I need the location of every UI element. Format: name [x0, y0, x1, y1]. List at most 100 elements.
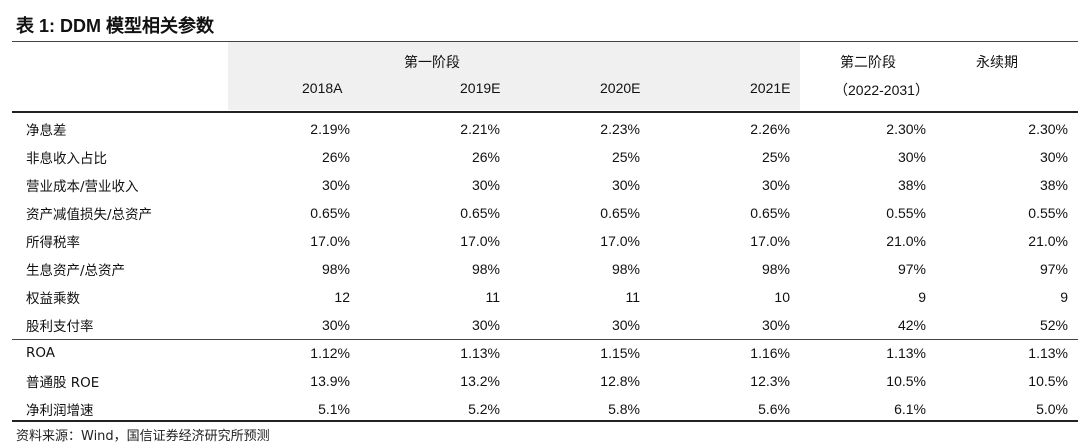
table-cell: 2.19%: [310, 121, 350, 137]
table-cell: 30%: [321, 177, 350, 193]
table-cell: 2.30%: [886, 121, 926, 137]
table-row: 生息资产/总资产 98% 98% 98% 98% 97% 97%: [12, 255, 1078, 283]
table-row: 权益乘数 12 11 11 10 9 9: [12, 283, 1078, 311]
table-cell: 26%: [321, 149, 350, 165]
table-cell: 98%: [611, 261, 640, 277]
year-header-2022-2031: （2022-2031）: [834, 82, 929, 98]
table-cell: 9: [918, 289, 926, 305]
table-cell: 12.3%: [750, 373, 790, 389]
table-cell: 1.12%: [310, 345, 350, 361]
table-cell: 2.26%: [750, 121, 790, 137]
row-label: 所得税率: [26, 235, 80, 251]
table-cell: 0.55%: [1028, 205, 1068, 221]
row-label: 股利支付率: [26, 319, 94, 335]
title-divider: [12, 41, 1078, 42]
table-row: 非息收入占比 26% 26% 25% 25% 30% 30%: [12, 143, 1078, 171]
table-cell: 10.5%: [1028, 373, 1068, 389]
table-cell: 5.6%: [758, 401, 790, 417]
table-cell: 30%: [471, 177, 500, 193]
table-cell: 10.5%: [886, 373, 926, 389]
table-cell: 11: [485, 289, 500, 305]
table-cell: 97%: [897, 261, 926, 277]
table-cell: 2.30%: [1028, 121, 1068, 137]
table-cell: 0.65%: [460, 205, 500, 221]
table-cell: 30%: [611, 177, 640, 193]
table-cell: 10: [774, 289, 790, 305]
table-cell: 2.21%: [460, 121, 500, 137]
table-cell: 1.13%: [886, 345, 926, 361]
year-header-2021e: 2021E: [750, 80, 791, 96]
table-cell: 38%: [897, 177, 926, 193]
table-cell: 5.1%: [318, 401, 350, 417]
table-cell: 12: [334, 289, 350, 305]
table-row: 所得税率 17.0% 17.0% 17.0% 17.0% 21.0% 21.0%: [12, 227, 1078, 255]
table-cell: 1.16%: [750, 345, 790, 361]
row-label: 非息收入占比: [26, 151, 107, 167]
table-cell: 0.65%: [310, 205, 350, 221]
table-cell: 21.0%: [1028, 233, 1068, 249]
table-cell: 30%: [761, 177, 790, 193]
stage-one-header: 第一阶段: [404, 54, 460, 70]
table-cell: 0.55%: [886, 205, 926, 221]
ddm-parameter-table: 净息差 2.19% 2.21% 2.23% 2.26% 2.30% 2.30% 非息收入占比 2…: [12, 115, 1078, 423]
table-cell: 25%: [761, 149, 790, 165]
table-cell: 12.8%: [600, 373, 640, 389]
table-cell: 6.1%: [894, 401, 926, 417]
table-cell: 98%: [321, 261, 350, 277]
table-row: 普通股 ROE 13.9% 13.2% 12.8% 12.3% 10.5% 10.5%: [12, 367, 1078, 395]
table-cell: 5.8%: [608, 401, 640, 417]
table-cell: 30%: [471, 317, 500, 333]
table-cell: 30%: [611, 317, 640, 333]
table-cell: 21.0%: [886, 233, 926, 249]
perpetual-header: 永续期: [976, 54, 1018, 70]
table-title: 表 1: DDM 模型相关参数: [16, 16, 214, 36]
table-row: 资产减值损失/总资产 0.65% 0.65% 0.65% 0.65% 0.55% 0.55%: [12, 199, 1078, 227]
row-label: ROA: [26, 345, 56, 361]
table-cell: 17.0%: [460, 233, 500, 249]
row-label: 资产减值损失/总资产: [26, 207, 153, 223]
table-cell: 30%: [321, 317, 350, 333]
table-row: 股利支付率 30% 30% 30% 30% 42% 52%: [12, 311, 1078, 339]
table-cell: 5.2%: [468, 401, 500, 417]
table-cell: 30%: [1039, 149, 1068, 165]
table-cell: 30%: [897, 149, 926, 165]
table-cell: 9: [1060, 289, 1068, 305]
table-cell: 5.0%: [1036, 401, 1068, 417]
row-label: 权益乘数: [26, 291, 80, 307]
table-cell: 0.65%: [600, 205, 640, 221]
table-cell: 26%: [471, 149, 500, 165]
table-cell: 13.2%: [460, 373, 500, 389]
table-cell: 52%: [1039, 317, 1068, 333]
table-row: 营业成本/营业收入 30% 30% 30% 30% 38% 38%: [12, 171, 1078, 199]
table-cell: 1.13%: [460, 345, 500, 361]
table-cell: 11: [625, 289, 640, 305]
table-cell: 17.0%: [600, 233, 640, 249]
table-cell: 98%: [471, 261, 500, 277]
stage-one-header-band: [228, 42, 800, 110]
row-label: 生息资产/总资产: [26, 263, 126, 279]
table-cell: 17.0%: [750, 233, 790, 249]
table-cell: 38%: [1039, 177, 1068, 193]
table-cell: 42%: [897, 317, 926, 333]
table-row: ROA 1.12% 1.13% 1.15% 1.16% 1.13% 1.13%: [12, 339, 1078, 367]
table-row: 净息差 2.19% 2.21% 2.23% 2.26% 2.30% 2.30%: [12, 115, 1078, 143]
year-header-2020e: 2020E: [600, 80, 641, 96]
year-header-2018a: 2018A: [302, 80, 343, 96]
table-cell: 2.23%: [600, 121, 640, 137]
table-cell: 17.0%: [310, 233, 350, 249]
stage-two-header: 第二阶段: [840, 54, 896, 70]
table-cell: 98%: [761, 261, 790, 277]
row-label: 净利润增速: [26, 403, 94, 419]
table-cell: 97%: [1039, 261, 1068, 277]
table-cell: 25%: [611, 149, 640, 165]
table-row: 净利润增速 5.1% 5.2% 5.8% 5.6% 6.1% 5.0%: [12, 395, 1078, 423]
table-cell: 30%: [761, 317, 790, 333]
table-cell: 1.13%: [1028, 345, 1068, 361]
header-divider: [12, 111, 1078, 113]
table-bottom-rule: [12, 420, 1078, 422]
row-label: 营业成本/营业收入: [26, 179, 139, 195]
table-cell: 13.9%: [310, 373, 350, 389]
row-label: 净息差: [26, 123, 67, 139]
year-header-2019e: 2019E: [460, 80, 501, 96]
source-note: 资料来源：Wind，国信证券经济研究所预测: [16, 429, 270, 444]
